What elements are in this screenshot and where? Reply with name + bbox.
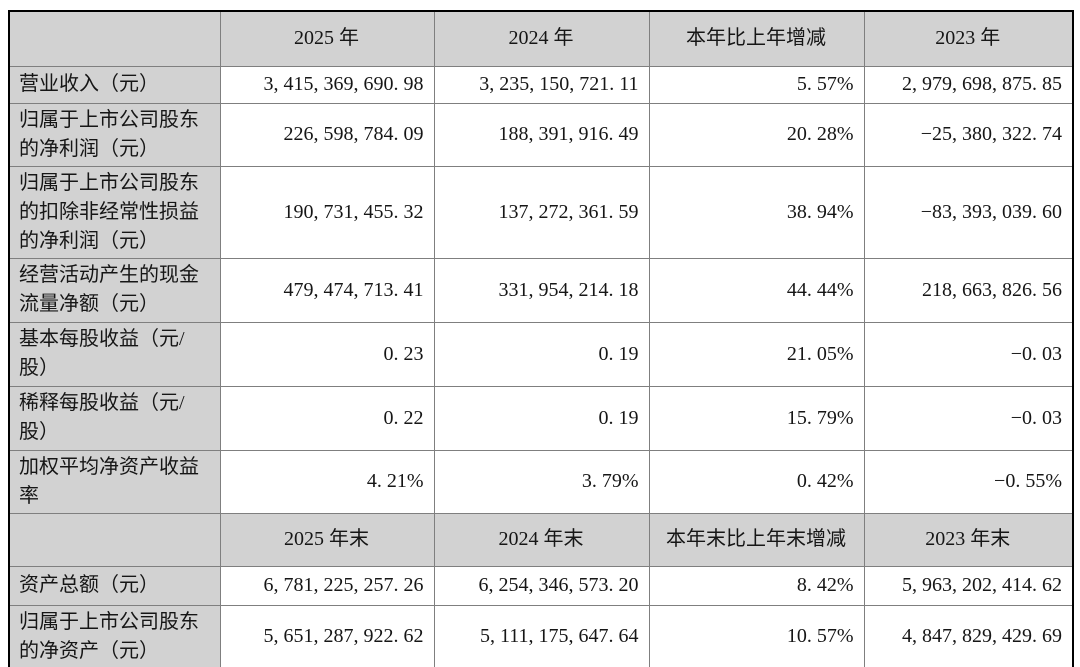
yoy-change: 5. 57% [648,65,865,104]
header-row-annual: 2025 年 2024 年 本年比上年增减 2023 年 [8,10,1074,67]
yoy-change: 20. 28% [648,102,865,167]
row-label: 基本每股收益（元/ 股） [8,321,221,387]
value-2024: 0. 19 [433,385,650,451]
header-2024-year-end: 2024 年末 [433,512,650,567]
header-2023: 2023 年 [863,10,1074,67]
yoy-change: 44. 44% [648,257,865,323]
value-2024: 331, 954, 214. 18 [433,257,650,323]
value-2025: 226, 598, 784. 09 [219,102,435,167]
row-net-profit: 归属于上市公司股东 的净利润（元） 226, 598, 784. 09 188,… [8,102,1074,167]
value-2023: −0. 03 [863,321,1074,387]
row-label: 营业收入（元） [8,65,221,104]
header-empty-cell [8,512,221,567]
header-empty-cell [8,10,221,67]
row-diluted-eps: 稀释每股收益（元/ 股） 0. 22 0. 19 15. 79% −0. 03 [8,385,1074,451]
value-2024: 3. 79% [433,449,650,514]
row-weighted-avg-roe: 加权平均净资产收益 率 4. 21% 3. 79% 0. 42% −0. 55% [8,449,1074,514]
header-2023-year-end: 2023 年末 [863,512,1074,567]
value-2025: 479, 474, 713. 41 [219,257,435,323]
header-2024: 2024 年 [433,10,650,67]
header-row-year-end: 2025 年末 2024 年末 本年末比上年末增减 2023 年末 [8,512,1074,567]
yoy-change: 38. 94% [648,165,865,259]
value-2025-year-end: 6, 781, 225, 257. 26 [219,565,435,606]
value-2023: −0. 55% [863,449,1074,514]
row-label: 经营活动产生的现金 流量净额（元） [8,257,221,323]
yoy-change: 21. 05% [648,321,865,387]
header-year-end-change: 本年末比上年末增减 [648,512,865,567]
row-operating-revenue: 营业收入（元） 3, 415, 369, 690. 98 3, 235, 150… [8,65,1074,104]
row-net-assets: 归属于上市公司股东 的净资产（元） 5, 651, 287, 922. 62 5… [8,604,1074,667]
row-label: 归属于上市公司股东 的净资产（元） [8,604,221,667]
row-label: 稀释每股收益（元/ 股） [8,385,221,451]
row-basic-eps: 基本每股收益（元/ 股） 0. 23 0. 19 21. 05% −0. 03 [8,321,1074,387]
value-2025: 0. 23 [219,321,435,387]
value-2024: 188, 391, 916. 49 [433,102,650,167]
value-2025: 4. 21% [219,449,435,514]
header-2025-year-end: 2025 年末 [219,512,435,567]
row-label: 资产总额（元） [8,565,221,606]
row-label: 归属于上市公司股东 的净利润（元） [8,102,221,167]
row-operating-cash-flow: 经营活动产生的现金 流量净额（元） 479, 474, 713. 41 331,… [8,257,1074,323]
header-2025: 2025 年 [219,10,435,67]
value-2023: 218, 663, 826. 56 [863,257,1074,323]
value-2023: −83, 393, 039. 60 [863,165,1074,259]
value-2023: 2, 979, 698, 875. 85 [863,65,1074,104]
value-2023-year-end: 4, 847, 829, 429. 69 [863,604,1074,667]
value-2023-year-end: 5, 963, 202, 414. 62 [863,565,1074,606]
value-2024-year-end: 6, 254, 346, 573. 20 [433,565,650,606]
yoy-change: 15. 79% [648,385,865,451]
value-2025: 0. 22 [219,385,435,451]
value-2025: 3, 415, 369, 690. 98 [219,65,435,104]
row-label: 加权平均净资产收益 率 [8,449,221,514]
year-end-change: 10. 57% [648,604,865,667]
value-2025-year-end: 5, 651, 287, 922. 62 [219,604,435,667]
value-2023: −25, 380, 322. 74 [863,102,1074,167]
header-yoy-change: 本年比上年增减 [648,10,865,67]
row-net-profit-excl-nonrecurring: 归属于上市公司股东 的扣除非经常性损益 的净利润（元） 190, 731, 45… [8,165,1074,259]
value-2024: 137, 272, 361. 59 [433,165,650,259]
value-2025: 190, 731, 455. 32 [219,165,435,259]
value-2023: −0. 03 [863,385,1074,451]
financial-indicators-table: 2025 年 2024 年 本年比上年增减 2023 年 营业收入（元） 3, … [8,10,1074,667]
row-total-assets: 资产总额（元） 6, 781, 225, 257. 26 6, 254, 346… [8,565,1074,606]
value-2024: 3, 235, 150, 721. 11 [433,65,650,104]
value-2024-year-end: 5, 111, 175, 647. 64 [433,604,650,667]
value-2024: 0. 19 [433,321,650,387]
row-label: 归属于上市公司股东 的扣除非经常性损益 的净利润（元） [8,165,221,259]
year-end-change: 8. 42% [648,565,865,606]
yoy-change: 0. 42% [648,449,865,514]
